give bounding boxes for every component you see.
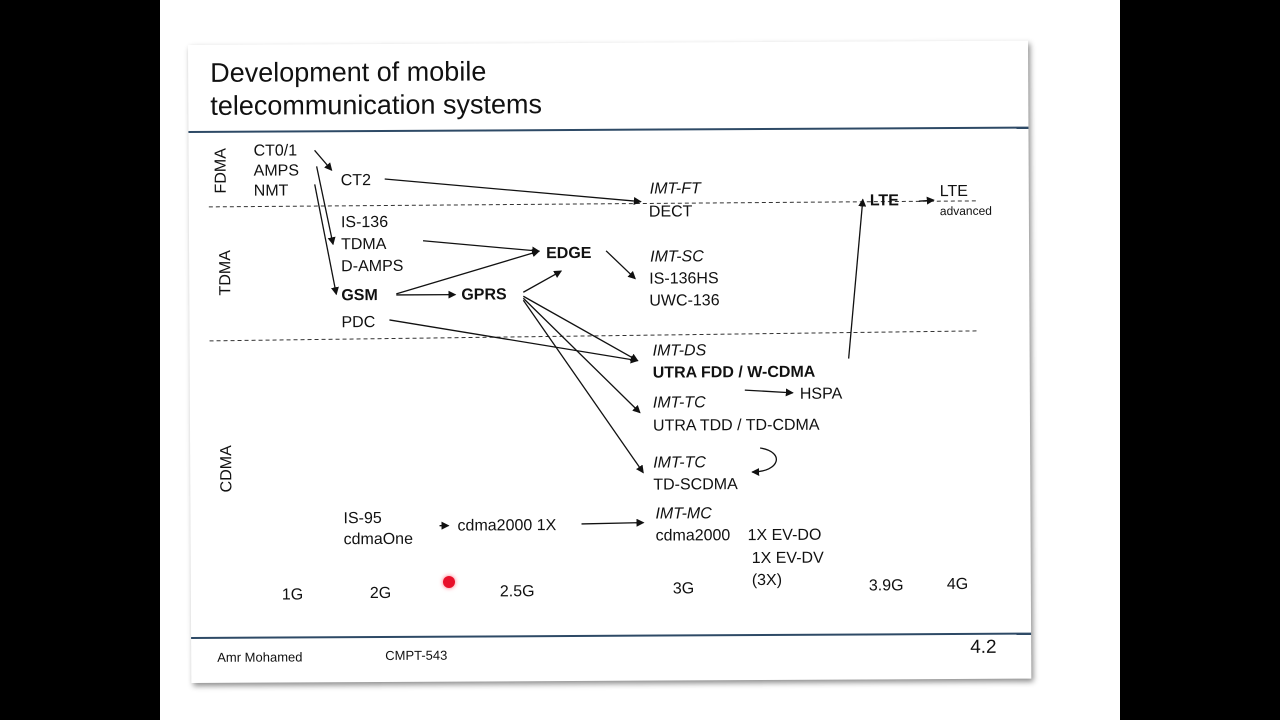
arrow-tdma-edge xyxy=(422,240,541,255)
node-utra-tdd-tdcdma: UTRA TDD / TD-CDMA xyxy=(653,417,820,435)
arrow-pdc-imtds xyxy=(389,319,639,364)
generation-label: 1G xyxy=(282,586,303,603)
arrow-ct2-dect xyxy=(384,178,642,205)
generation-label: 3G xyxy=(673,580,694,597)
arrow-gsm-edge xyxy=(396,249,541,295)
node-lte: LTE xyxy=(870,192,899,209)
node-cdmaone: cdmaOne xyxy=(344,531,414,548)
band-label-fdma: FDMA xyxy=(213,148,230,194)
node-dect: DECT xyxy=(649,203,693,220)
arrow-wcdma-lte xyxy=(848,198,867,359)
node-nmt: NMT xyxy=(254,182,289,199)
node-td-scdma: TD-SCDMA xyxy=(653,476,738,493)
generation-label: 2G xyxy=(370,585,391,602)
arrow-nmt-gsm xyxy=(314,184,339,296)
node-pdc: PDC xyxy=(341,314,375,331)
evolution-diagram: FDMA TDMA CDMA CT0/1 xyxy=(208,142,992,604)
node-labels: CT0/1 AMPS NMT CT2 IS-136 TDMA D-AMPS GS… xyxy=(254,142,992,589)
node-is136: IS-136 xyxy=(341,214,388,231)
generation-labels: 1G 2G 2.5G 3G 3.9G 4G xyxy=(282,576,968,604)
generation-label: 3.9G xyxy=(869,577,904,594)
node-utra-fdd-wcdma: UTRA FDD / W-CDMA xyxy=(653,364,816,382)
node-cdma2000-1x: cdma2000 1X xyxy=(457,517,556,535)
node-is95: IS-95 xyxy=(343,510,381,527)
arrow-gprs-edge xyxy=(522,270,563,293)
arrow-gprs-imtds xyxy=(523,295,639,362)
node-cdma2000: cdma2000 xyxy=(656,527,731,544)
node-imt-ds: IMT-DS xyxy=(653,342,707,359)
node-gsm: GSM xyxy=(341,287,378,304)
arrow-gprs-imttc2 xyxy=(522,299,644,474)
node-imt-tc-2: IMT-TC xyxy=(653,454,706,471)
fdma-tdma-separator xyxy=(208,200,979,208)
node-gprs: GPRS xyxy=(461,286,507,303)
arrow-ct01-ct2 xyxy=(314,149,333,172)
node-1x-evdo: 1X EV-DO xyxy=(748,527,822,544)
footer-author: Amr Mohamed xyxy=(217,649,303,665)
node-lte-advanced-line1: LTE xyxy=(940,183,968,200)
node-imt-tc-1: IMT-TC xyxy=(653,394,706,411)
evolution-arrows xyxy=(314,149,935,530)
node-ct01: CT0/1 xyxy=(254,142,298,159)
generation-label: 2.5G xyxy=(500,583,535,600)
arrow-cdma2000-imtmc xyxy=(581,518,645,527)
node-3x: (3X) xyxy=(752,572,782,589)
arrow-lte-lteadvanced xyxy=(918,196,935,205)
arrow-gprs-imttc1 xyxy=(522,297,641,414)
band-label-tdma: TDMA xyxy=(217,250,234,296)
page-number: 4.2 xyxy=(970,636,997,658)
node-imt-mc: IMT-MC xyxy=(655,505,712,522)
node-ct2: CT2 xyxy=(341,172,371,189)
band-label-cdma: CDMA xyxy=(218,445,235,493)
node-tdma: TDMA xyxy=(341,236,387,253)
node-hspa: HSPA xyxy=(800,386,843,403)
node-imt-ft: IMT-FT xyxy=(650,180,702,197)
node-lte-advanced-line2: advanced xyxy=(940,204,992,218)
node-damps: D-AMPS xyxy=(341,258,403,275)
node-amps: AMPS xyxy=(254,162,299,179)
laser-pointer-dot xyxy=(443,576,455,588)
arrow-edge-imtsc xyxy=(605,250,636,280)
generation-label: 4G xyxy=(947,576,968,593)
node-imt-sc: IMT-SC xyxy=(650,248,704,265)
node-uwc136: UWC-136 xyxy=(649,292,719,309)
node-1x-evdv: 1X EV-DV xyxy=(752,550,824,567)
node-edge: EDGE xyxy=(546,245,592,262)
slide: Development of mobile telecommunication … xyxy=(188,40,1032,683)
arrow-wcdma-hspa xyxy=(744,388,794,397)
node-is136hs: IS-136HS xyxy=(649,270,718,287)
arrow-amps-tdma xyxy=(316,166,336,246)
footer-course: CMPT-543 xyxy=(385,647,448,663)
arrow-tdscdma-tdcdma xyxy=(751,447,777,477)
